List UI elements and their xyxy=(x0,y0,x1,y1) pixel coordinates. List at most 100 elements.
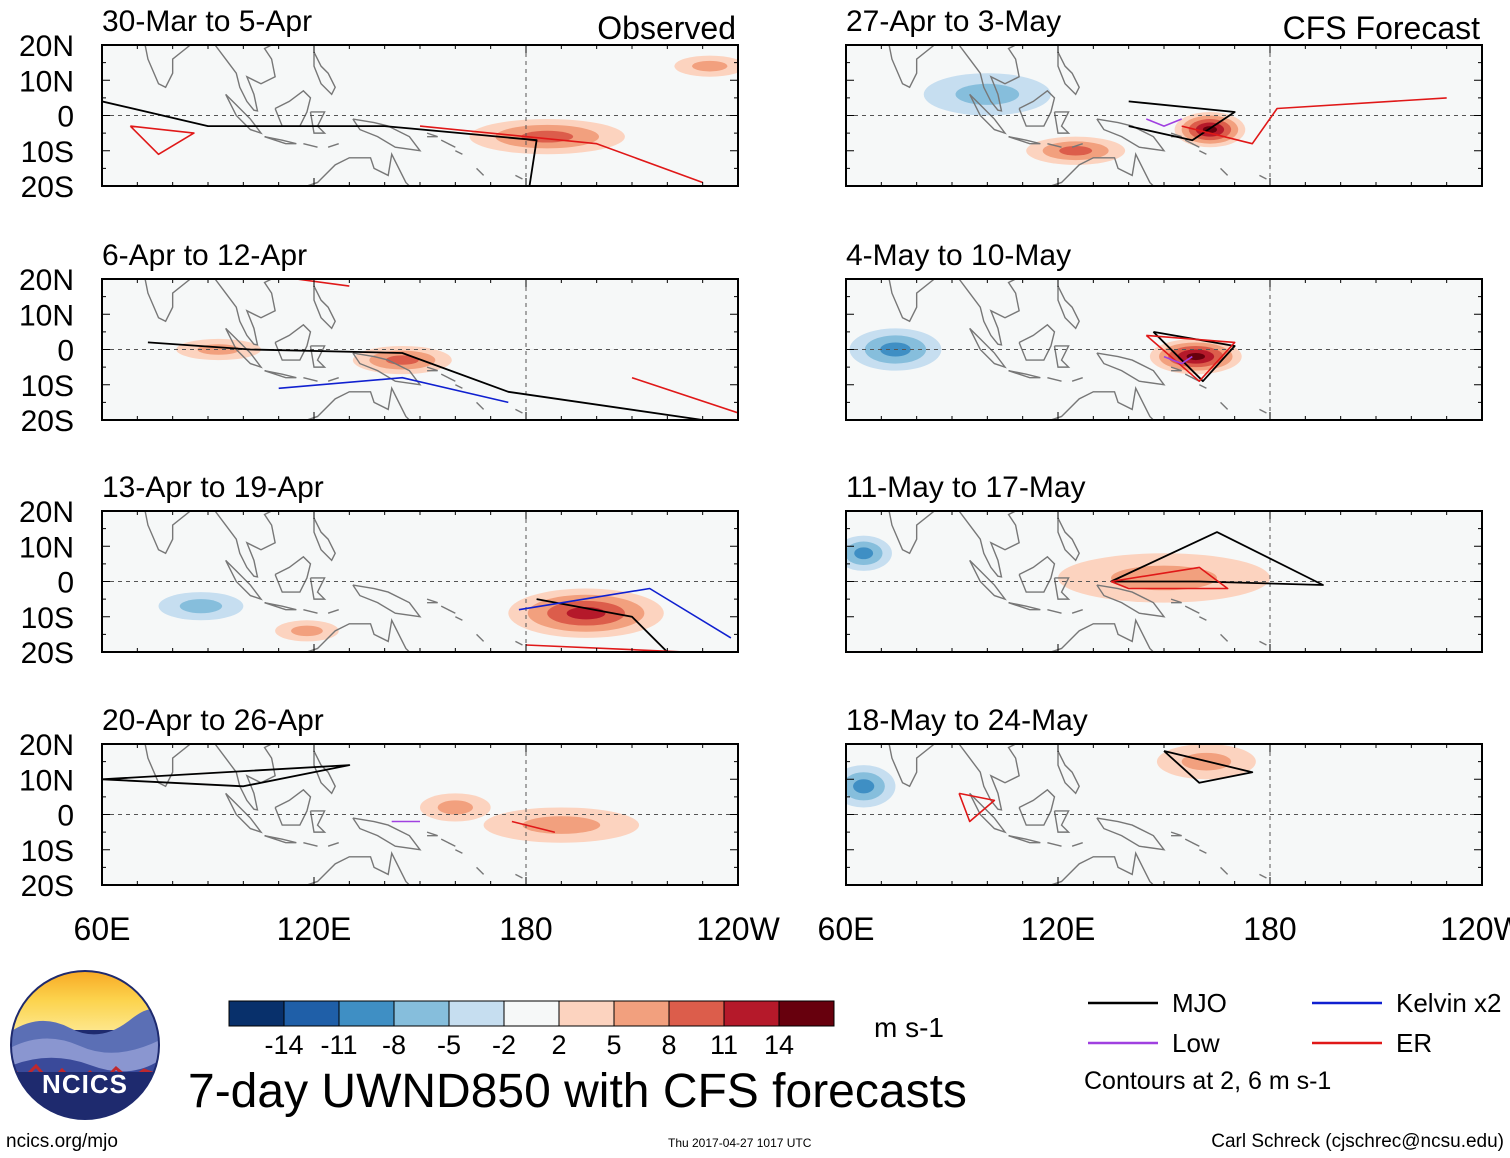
coastline xyxy=(1047,377,1062,382)
coastline xyxy=(1048,152,1155,186)
panel-plot-area xyxy=(846,45,1482,186)
x-tick-label: 60E xyxy=(818,911,875,947)
colorbar-swatch xyxy=(393,1000,450,1027)
anomaly-level xyxy=(522,816,601,834)
coastline xyxy=(1096,352,1166,386)
y-tick-label: 20N xyxy=(19,496,74,529)
coastline xyxy=(515,174,523,180)
westerly-anomaly xyxy=(508,588,664,638)
coastline xyxy=(1048,851,1155,885)
coastline xyxy=(309,111,327,134)
anomaly-level xyxy=(854,547,874,560)
coastline xyxy=(1170,598,1182,604)
mjo-contour xyxy=(102,764,351,788)
coastline xyxy=(1047,842,1062,847)
coastline xyxy=(1071,609,1083,614)
coastline xyxy=(1071,377,1083,382)
coastline xyxy=(1184,605,1200,614)
colorbar-tick-label: -5 xyxy=(437,1030,461,1060)
anomaly-level xyxy=(1111,565,1217,591)
y-tick-label: 0 xyxy=(57,101,74,134)
coastline xyxy=(327,143,339,148)
y-tick-label: 20S xyxy=(21,637,74,670)
colorbar-swatch xyxy=(778,1000,835,1027)
er-contour xyxy=(631,376,738,414)
coastline xyxy=(440,139,456,148)
panel-title: 18-May to 24-May xyxy=(846,704,1088,737)
coastline xyxy=(1170,366,1182,372)
x-tick-label: 180 xyxy=(499,911,552,947)
coastline xyxy=(1096,118,1166,152)
footer-url[interactable]: ncics.org/mjo xyxy=(6,1131,118,1152)
legend-label: MJO xyxy=(1172,988,1227,1018)
coastline xyxy=(1047,609,1062,614)
coastline xyxy=(958,279,1020,346)
coastline xyxy=(214,279,276,346)
er-contour xyxy=(525,644,686,652)
coastline xyxy=(144,45,192,89)
er-contour xyxy=(1181,97,1447,145)
y-tick-label: 0 xyxy=(57,800,74,833)
coastline xyxy=(1199,849,1207,854)
coastline xyxy=(515,408,523,414)
coastline xyxy=(1048,618,1155,652)
low-contour xyxy=(1146,118,1182,127)
colorbar-swatch xyxy=(283,1000,340,1027)
coastline xyxy=(274,788,312,826)
panel-title: 11-May to 17-May xyxy=(846,471,1086,504)
coastline xyxy=(1008,135,1041,145)
x-tick-label: 60E xyxy=(74,911,131,947)
coastline xyxy=(309,577,327,600)
y-tick-label: 0 xyxy=(57,567,74,600)
coastline xyxy=(1259,174,1267,180)
colorbar-tick-label: -8 xyxy=(382,1030,406,1060)
coastline xyxy=(1008,834,1041,844)
panel-plot-area xyxy=(102,511,738,652)
anomaly-level xyxy=(853,779,875,794)
anomaly-level xyxy=(437,800,474,815)
colorbar: -14 -11 -8 -5 -2 2 5 8 11 14 xyxy=(228,1000,835,1060)
coastline xyxy=(1220,401,1229,410)
coastline xyxy=(1018,788,1056,826)
coastline xyxy=(1057,750,1080,795)
coastline xyxy=(1220,167,1229,176)
y-tick-label: 10N xyxy=(19,531,74,564)
y-tick-label: 20N xyxy=(19,729,74,762)
panel-18-may-to-24-may: 18-May to 24-May 60E 120E 180 120W xyxy=(818,704,1510,947)
colorbar-tick-label: -14 xyxy=(264,1030,303,1060)
coastline xyxy=(888,511,936,555)
coastline xyxy=(304,152,411,186)
coastline xyxy=(1259,640,1267,646)
coastline xyxy=(274,323,312,361)
coastline xyxy=(144,744,192,788)
y-tick-label: 20S xyxy=(21,870,74,903)
coastline xyxy=(1259,408,1267,414)
coastline xyxy=(1199,616,1207,621)
ncics-logo-text: NCICS xyxy=(42,1069,128,1099)
coastline xyxy=(440,838,456,847)
x-tick-label: 120W xyxy=(696,911,780,947)
coastline xyxy=(1057,51,1080,96)
easterly-anomaly xyxy=(846,765,896,808)
colorbar-tick-label: 11 xyxy=(710,1030,738,1060)
colorbar-tick-label: -11 xyxy=(320,1030,357,1060)
coastline xyxy=(476,401,485,410)
coastline xyxy=(1018,323,1056,361)
panel-plot-area xyxy=(846,744,1482,885)
coastline xyxy=(303,377,318,382)
anomaly-level xyxy=(179,599,223,614)
ncics-logo-graphic xyxy=(10,970,160,1120)
panel-background xyxy=(102,45,738,186)
easterly-anomaly xyxy=(158,592,244,621)
x-tick-label: 180 xyxy=(1243,911,1296,947)
coastline xyxy=(1096,817,1166,851)
colorbar-tick-label: 5 xyxy=(606,1030,621,1060)
coastline xyxy=(1047,143,1062,148)
y-tick-label: 10N xyxy=(19,764,74,797)
panel-27-apr-to-3-may: 27-Apr to 3-May CFS Forecast xyxy=(845,5,1483,187)
westerly-anomaly xyxy=(275,620,339,642)
panel-title: 30-Mar to 5-Apr xyxy=(102,5,312,38)
coastline xyxy=(303,609,318,614)
